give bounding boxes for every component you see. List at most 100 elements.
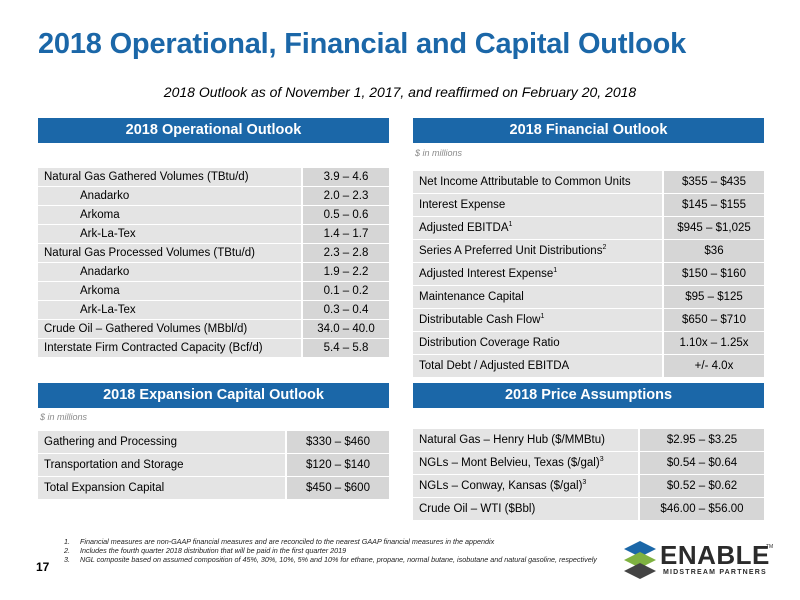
financial-outlook-table: Net Income Attributable to Common Units $… [413, 170, 764, 378]
financial-row: Adjusted EBITDA1 $945 – $1,025 [413, 216, 764, 240]
row-label-text: Adjusted EBITDA [419, 222, 509, 234]
row-label: Natural Gas Processed Volumes (TBtu/d) [38, 243, 302, 263]
row-value: $150 – $160 [662, 262, 764, 286]
row-value: $355 – $435 [662, 170, 764, 194]
row-value: $46.00 – $56.00 [638, 497, 764, 521]
row-label-text: Net Income Attributable to Common Units [419, 176, 631, 188]
row-value: $450 – $600 [285, 476, 389, 500]
footnote-marker: 3 [599, 456, 604, 463]
row-label-text: Ark-La-Tex [80, 304, 136, 316]
footnote-item: 1. Financial measures are non-GAAP financ… [48, 537, 608, 546]
row-label: Total Expansion Capital [38, 476, 286, 500]
row-label-text: Ark-La-Tex [80, 228, 136, 240]
footnote-marker: 3 [582, 479, 587, 486]
page-number: 17 [36, 560, 50, 574]
row-value: $0.52 – $0.62 [638, 474, 764, 498]
footnotes: 1. Financial measures are non-GAAP financ… [48, 537, 608, 564]
financial-row: Distribution Coverage Ratio 1.10x – 1.25x [413, 331, 764, 355]
row-label: Adjusted EBITDA1 [413, 216, 663, 240]
financial-row: Total Debt / Adjusted EBITDA +/- 4.0x [413, 354, 764, 378]
expansion-row: Gathering and Processing $330 – $460 [38, 430, 389, 454]
row-value: $330 – $460 [285, 430, 389, 454]
row-label: Arkoma [38, 281, 302, 301]
row-label: Interest Expense [413, 193, 663, 217]
operational-row: Anadarko 1.9 – 2.2 [38, 262, 389, 282]
row-label: Distribution Coverage Ratio [413, 331, 663, 355]
row-label: Interstate Firm Contracted Capacity (Bcf… [38, 338, 302, 358]
operational-row: Natural Gas Gathered Volumes (TBtu/d) 3.9… [38, 167, 389, 187]
row-label: Anadarko [38, 186, 302, 206]
row-label-text: NGLs – Conway, Kansas ($/gal) [419, 480, 583, 492]
row-label: Crude Oil – Gathered Volumes (MBbl/d) [38, 319, 302, 339]
row-label-text: Total Expansion Capital [44, 482, 165, 494]
row-label-text: Total Debt / Adjusted EBITDA [419, 360, 570, 372]
price-row: Crude Oil – WTI ($Bbl) $46.00 – $56.00 [413, 497, 764, 521]
row-label-text: Anadarko [80, 266, 130, 278]
operational-row: Anadarko 2.0 – 2.3 [38, 186, 389, 206]
row-value: 1.4 – 1.7 [301, 224, 389, 244]
financial-units-note: $ in millions [415, 148, 463, 158]
row-label-text: NGLs – Mont Belvieu, Texas ($/gal) [419, 457, 600, 469]
operational-row: Interstate Firm Contracted Capacity (Bcf… [38, 338, 389, 358]
price-row: NGLs – Conway, Kansas ($/gal)3 $0.52 – $0… [413, 474, 764, 498]
row-value: 34.0 – 40.0 [301, 319, 389, 339]
row-value: $945 – $1,025 [662, 216, 764, 240]
row-label-text: Transportation and Storage [44, 459, 184, 471]
row-label: Net Income Attributable to Common Units [413, 170, 663, 194]
price-row: NGLs – Mont Belvieu, Texas ($/gal)3 $0.54… [413, 451, 764, 475]
row-label-text: Anadarko [80, 190, 130, 202]
row-value: $2.95 – $3.25 [638, 428, 764, 452]
footnote-marker: 1 [540, 313, 545, 320]
row-label-text: Arkoma [80, 285, 120, 297]
row-value: $36 [662, 239, 764, 263]
enable-logo: ENABLE TM MIDSTREAM PARTNERS [622, 540, 774, 581]
row-value: 0.1 – 0.2 [301, 281, 389, 301]
operational-row: Ark-La-Tex 0.3 – 0.4 [38, 300, 389, 320]
row-label: Gathering and Processing [38, 430, 286, 454]
logo-tagline: MIDSTREAM PARTNERS [663, 569, 767, 576]
financial-row: Adjusted Interest Expense1 $150 – $160 [413, 262, 764, 286]
price-assumptions-header: 2018 Price Assumptions [413, 383, 764, 408]
row-label-text: Natural Gas – Henry Hub ($/MMBtu) [419, 434, 605, 446]
row-label-text: Crude Oil – WTI ($Bbl) [419, 503, 536, 515]
row-label: Series A Preferred Unit Distributions2 [413, 239, 663, 263]
expansion-row: Total Expansion Capital $450 – $600 [38, 476, 389, 500]
row-value: $650 – $710 [662, 308, 764, 332]
row-label-text: Natural Gas Gathered Volumes (TBtu/d) [44, 171, 249, 183]
row-label-text: Distribution Coverage Ratio [419, 337, 560, 349]
operational-row: Arkoma 0.1 – 0.2 [38, 281, 389, 301]
price-assumptions-table: Natural Gas – Henry Hub ($/MMBtu) $2.95 –… [413, 428, 764, 521]
operational-row: Arkoma 0.5 – 0.6 [38, 205, 389, 225]
row-label-text: Maintenance Capital [419, 291, 524, 303]
row-label-text: Distributable Cash Flow [419, 314, 541, 326]
row-label: Transportation and Storage [38, 453, 286, 477]
row-label: NGLs – Mont Belvieu, Texas ($/gal)3 [413, 451, 639, 475]
row-label: Ark-La-Tex [38, 300, 302, 320]
operational-outlook-table: Natural Gas Gathered Volumes (TBtu/d) 3.9… [38, 167, 389, 358]
row-value: 1.10x – 1.25x [662, 331, 764, 355]
row-label-text: Interstate Firm Contracted Capacity (Bcf… [44, 342, 263, 354]
footnote-text: Financial measures are non-GAAP financia… [80, 537, 495, 546]
row-value: +/- 4.0x [662, 354, 764, 378]
operational-row: Natural Gas Processed Volumes (TBtu/d) 2.… [38, 243, 389, 263]
row-value: $0.54 – $0.64 [638, 451, 764, 475]
footnote-text: Includes the fourth quarter 2018 distrib… [80, 546, 347, 555]
logo-trademark: TM [766, 544, 774, 550]
expansion-units-note: $ in millions [40, 412, 88, 422]
page-title: 2018 Operational, Financial and Capital … [38, 28, 687, 60]
row-value: 3.9 – 4.6 [301, 167, 389, 187]
row-label: Crude Oil – WTI ($Bbl) [413, 497, 639, 521]
row-value: 2.3 – 2.8 [301, 243, 389, 263]
financial-row: Series A Preferred Unit Distributions2 $3… [413, 239, 764, 263]
row-label: Total Debt / Adjusted EBITDA [413, 354, 663, 378]
row-value: 0.5 – 0.6 [301, 205, 389, 225]
footnote-marker: 2 [602, 244, 607, 251]
row-label: NGLs – Conway, Kansas ($/gal)3 [413, 474, 639, 498]
row-value: $95 – $125 [662, 285, 764, 309]
row-label: Maintenance Capital [413, 285, 663, 309]
expansion-capital-header: 2018 Expansion Capital Outlook [38, 383, 389, 408]
operational-outlook-header: 2018 Operational Outlook [38, 118, 389, 143]
row-value: $120 – $140 [285, 453, 389, 477]
row-label: Ark-La-Tex [38, 224, 302, 244]
expansion-row: Transportation and Storage $120 – $140 [38, 453, 389, 477]
